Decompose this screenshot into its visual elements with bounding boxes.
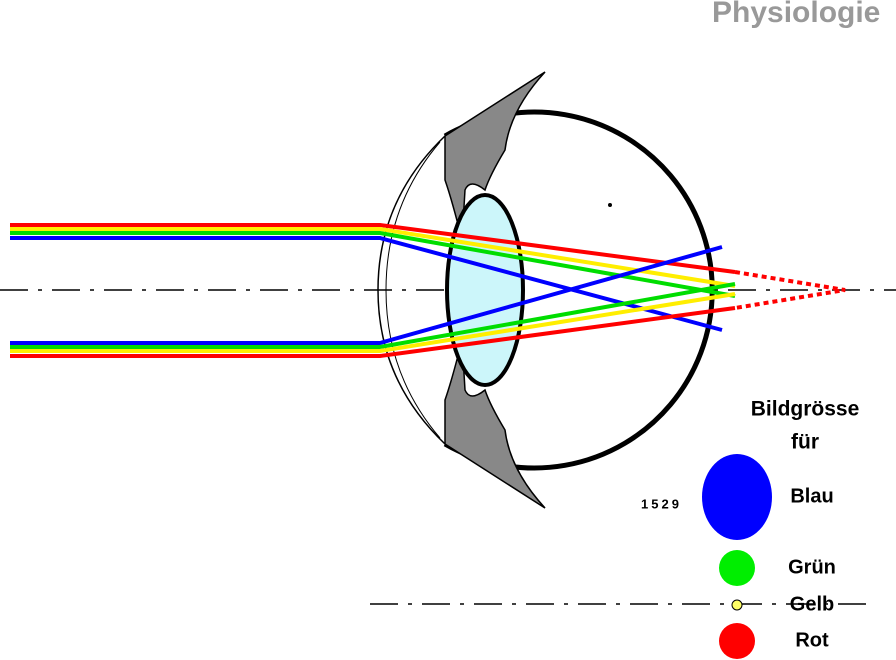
- legend-swatch: [702, 454, 772, 540]
- legend-label: Blau: [790, 485, 833, 507]
- light-rays: [10, 223, 846, 358]
- figure-number: 1529: [641, 496, 682, 511]
- legend-subtitle: für: [791, 431, 819, 454]
- legend-label: Gelb: [790, 593, 834, 615]
- page-title: Physiologie: [712, 0, 880, 29]
- legend-label: Rot: [795, 629, 829, 651]
- legend-swatch: [719, 550, 755, 586]
- legend-swatch: [731, 599, 743, 611]
- legend-swatch: [719, 623, 755, 659]
- legend: Blau Grün Gelb Rot: [702, 454, 836, 659]
- legend-title: Bildgrösse: [751, 398, 860, 421]
- legend-label: Grün: [788, 556, 836, 578]
